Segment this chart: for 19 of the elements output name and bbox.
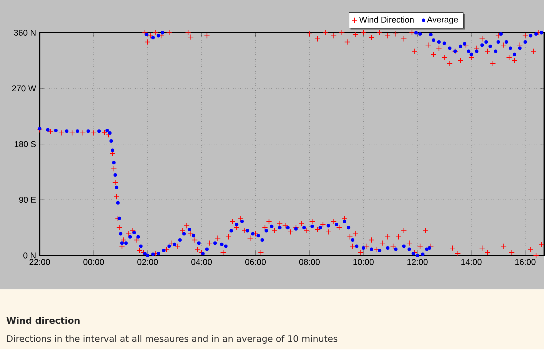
x-tick-label: 16:00 bbox=[516, 259, 536, 266]
x-tick-label: 10:00 bbox=[354, 259, 374, 266]
x-tick-label: 08:00 bbox=[299, 259, 320, 266]
x-tick-label: 14:00 bbox=[462, 259, 482, 266]
x-tick-label: 02:00 bbox=[138, 259, 158, 266]
y-tick-label: 90 E bbox=[19, 197, 36, 204]
text: Directions in the interval at all mesaures and in an average of 10 minutes bbox=[7, 335, 338, 344]
x-tick-label: 12:00 bbox=[408, 259, 428, 266]
x-tick-label: 22:00 bbox=[30, 259, 50, 266]
y-tick-label: 270 W bbox=[12, 86, 36, 92]
x-tick-label: 04:00 bbox=[192, 259, 212, 266]
legend-label: Wind Direction bbox=[359, 16, 414, 24]
legend-label: Average bbox=[427, 17, 458, 25]
y-tick-label: 180 S bbox=[14, 142, 36, 148]
y-tick-label: 360 N bbox=[14, 30, 36, 36]
y-tick-label: 0 N bbox=[24, 252, 36, 259]
x-tick-label: 06:00 bbox=[246, 259, 266, 266]
x-tick-label: 00:00 bbox=[84, 259, 104, 266]
text: Wind direction bbox=[6, 317, 80, 324]
